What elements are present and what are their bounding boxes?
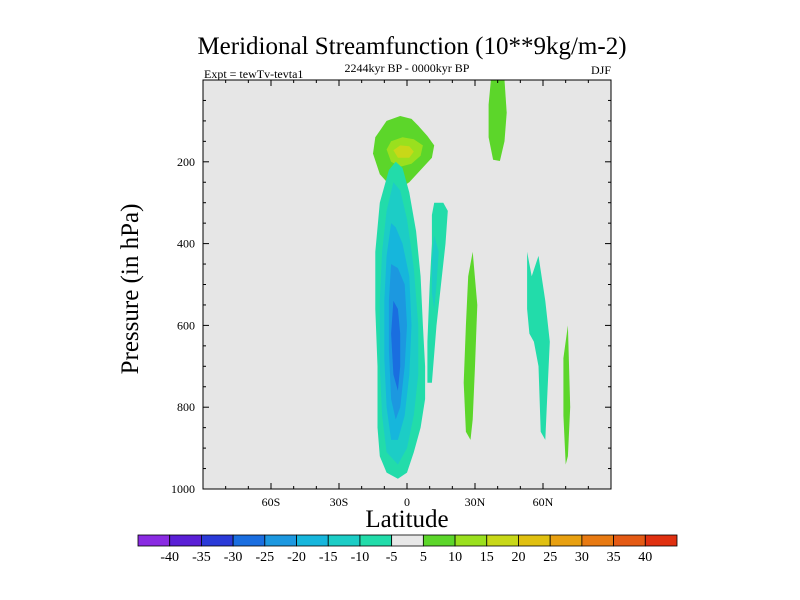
colorbar-label: 20	[512, 550, 526, 565]
y-axis-label: Pressure (in hPa)	[117, 204, 144, 375]
colorbar-label: -35	[192, 550, 211, 565]
colorbar-swatch	[391, 534, 424, 547]
colorbar-swatch	[549, 534, 583, 547]
region-sh-right-lobe-10	[431, 235, 439, 309]
x-axis-label: Latitude	[365, 506, 448, 533]
colorbar-label: 40	[638, 550, 652, 565]
colorbar-swatch	[296, 534, 329, 547]
colorbar-label: 35	[607, 550, 621, 565]
colorbar-label: -15	[319, 550, 338, 565]
x-tick-label: 30S	[330, 495, 349, 509]
region-nh-high-positive	[563, 325, 571, 465]
region-sh-right-lobe	[427, 202, 448, 383]
y-tick-label: 200	[177, 155, 195, 169]
colorbar-swatch	[454, 534, 488, 547]
y-tick-label: 600	[177, 318, 195, 332]
x-tick-label: 30N	[465, 495, 486, 509]
region-nh-upper-positive	[488, 80, 507, 161]
colorbar-swatch	[644, 534, 678, 547]
region-nh-mid-positive	[463, 251, 478, 440]
colorbar-swatch	[581, 534, 614, 547]
colorbar-swatch	[137, 534, 171, 547]
axis-ticks: 60S 30S 0 30N 60N 200 400 600 800 1000	[171, 80, 611, 509]
colorbar-swatch	[518, 534, 551, 547]
y-tick-label: 800	[177, 400, 195, 414]
x-tick-label: 0	[404, 495, 410, 509]
colorbar-label: -10	[351, 550, 370, 565]
colorbar-swatch	[264, 534, 297, 547]
region-sh-main-negative-25	[391, 300, 401, 391]
y-tick-label: 1000	[171, 482, 195, 496]
x-tick-label: 60N	[533, 495, 554, 509]
experiment-label: Expt = tewTv-tevta1	[204, 67, 303, 81]
colorbar-swatch	[486, 534, 519, 547]
colorbar-label: 25	[543, 550, 557, 565]
colorbar-label: 10	[448, 550, 462, 565]
season-label: DJF	[591, 63, 611, 77]
y-tick-label: 400	[177, 237, 195, 251]
region-sh-upper-positive-15	[393, 145, 414, 158]
x-tick-label: 60S	[262, 495, 281, 509]
chart-title: Meridional Streamfunction (10**9kg/m-2)	[197, 33, 626, 60]
contour-regions	[373, 80, 571, 479]
colorbar-swatch	[232, 534, 266, 547]
colorbar-swatch	[359, 534, 393, 547]
colorbar-label: -5	[386, 550, 398, 565]
colorbar-swatch	[169, 534, 202, 547]
period-label: 2244kyr BP - 0000kyr BP	[345, 61, 470, 75]
colorbar: -40 -35 -30 -25 -20 -15 -10 -5 5 10 15 20 25 30 35 40	[137, 534, 678, 565]
region-nh-negative-60n	[527, 251, 550, 440]
colorbar-label: 5	[420, 550, 427, 565]
colorbar-swatch	[201, 534, 234, 547]
plot-area: 60S 30S 0 30N 60N 200 400 600 800 1000	[171, 79, 612, 509]
colorbar-swatch	[327, 534, 361, 547]
colorbar-label: -30	[224, 550, 243, 565]
colorbar-label: -20	[287, 550, 306, 565]
colorbar-swatch	[422, 534, 456, 547]
colorbar-label: 30	[575, 550, 589, 565]
colorbar-label: 15	[480, 550, 494, 565]
colorbar-swatch	[613, 534, 646, 547]
colorbar-label: -40	[160, 550, 179, 565]
colorbar-label: -25	[255, 550, 274, 565]
